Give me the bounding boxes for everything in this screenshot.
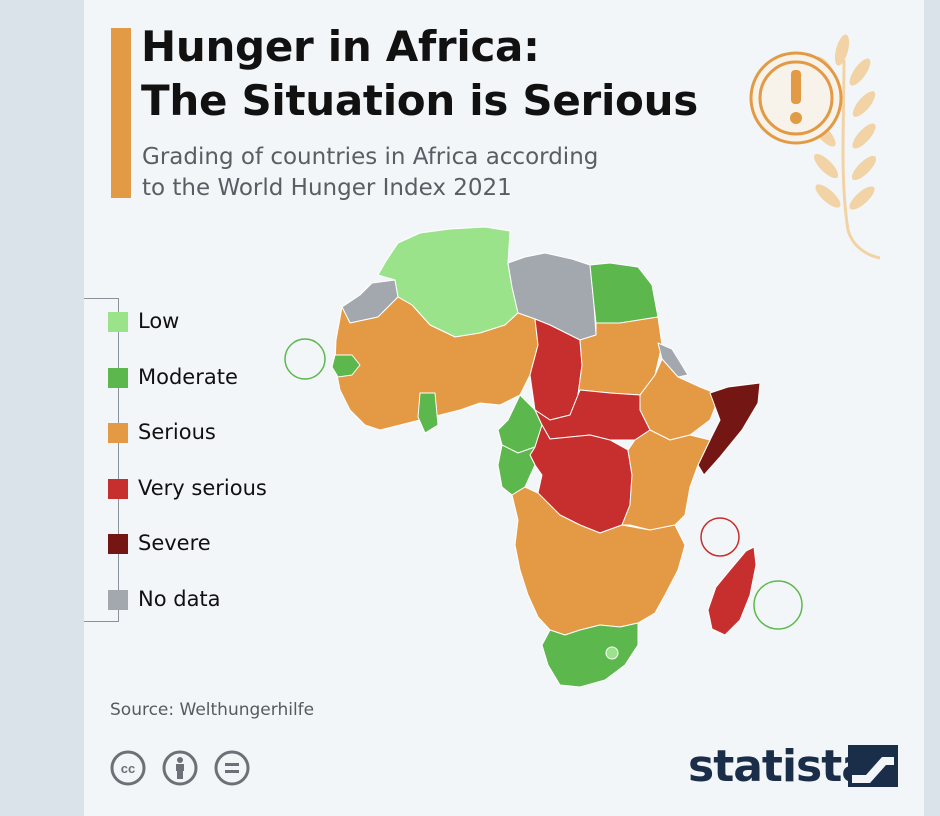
- region-gabon-congo: [497, 444, 536, 496]
- wheat-warning-icon: [749, 34, 881, 260]
- callout-circle-comoros: [700, 517, 740, 557]
- legend-swatch: [108, 478, 128, 499]
- callout-circle-cabo-verde: [284, 338, 326, 380]
- legend-swatch: [108, 367, 128, 388]
- region-somalia: [697, 382, 761, 476]
- statista-logo-icon[interactable]: [848, 745, 898, 787]
- region-south-africa: [541, 622, 639, 688]
- title-line-1: Hunger in Africa:: [141, 22, 540, 71]
- region-madagascar: [707, 546, 757, 636]
- title-line-2: The Situation is Serious: [141, 76, 698, 125]
- region-egypt: [589, 262, 659, 324]
- legend-label: Severe: [138, 531, 211, 555]
- legend-label: Very serious: [138, 475, 267, 500]
- legend-swatch: [108, 423, 128, 443]
- legend-swatch: [108, 534, 128, 554]
- africa-map: [284, 226, 803, 688]
- statista-wordmark[interactable]: statista: [688, 741, 871, 792]
- page-title: Hunger in Africa: The Situation is Serio…: [141, 20, 741, 128]
- by-icon[interactable]: [162, 750, 198, 786]
- source-note: Source: Welthungerhilfe: [110, 700, 315, 720]
- legend-swatch: [108, 312, 128, 332]
- legend-bracket: [84, 298, 119, 622]
- title-accent-bar: [111, 28, 131, 198]
- subtitle-line-2: to the World Hunger Index 2021: [142, 175, 512, 201]
- callout-circle-mauritius: [753, 580, 803, 630]
- nd-icon[interactable]: [214, 750, 250, 786]
- subtitle-line-1: Grading of countries in Africa according: [142, 144, 599, 170]
- subtitle: Grading of countries in Africa according…: [142, 142, 702, 204]
- region-east-africa: [621, 429, 711, 531]
- svg-text:cc: cc: [121, 761, 135, 776]
- cc-icon[interactable]: cc: [110, 750, 146, 786]
- region-southern-central: [511, 486, 686, 636]
- legend-label: No data: [138, 586, 221, 611]
- legend-label: Serious: [138, 420, 216, 444]
- legend-swatch: [108, 589, 128, 610]
- region-lesotho: [605, 646, 619, 660]
- region-eritrea: [657, 342, 689, 378]
- region-senegal: [331, 354, 361, 378]
- legend-label: Low: [138, 309, 180, 333]
- legend-label: Moderate: [138, 364, 238, 389]
- region-ghana: [417, 392, 439, 434]
